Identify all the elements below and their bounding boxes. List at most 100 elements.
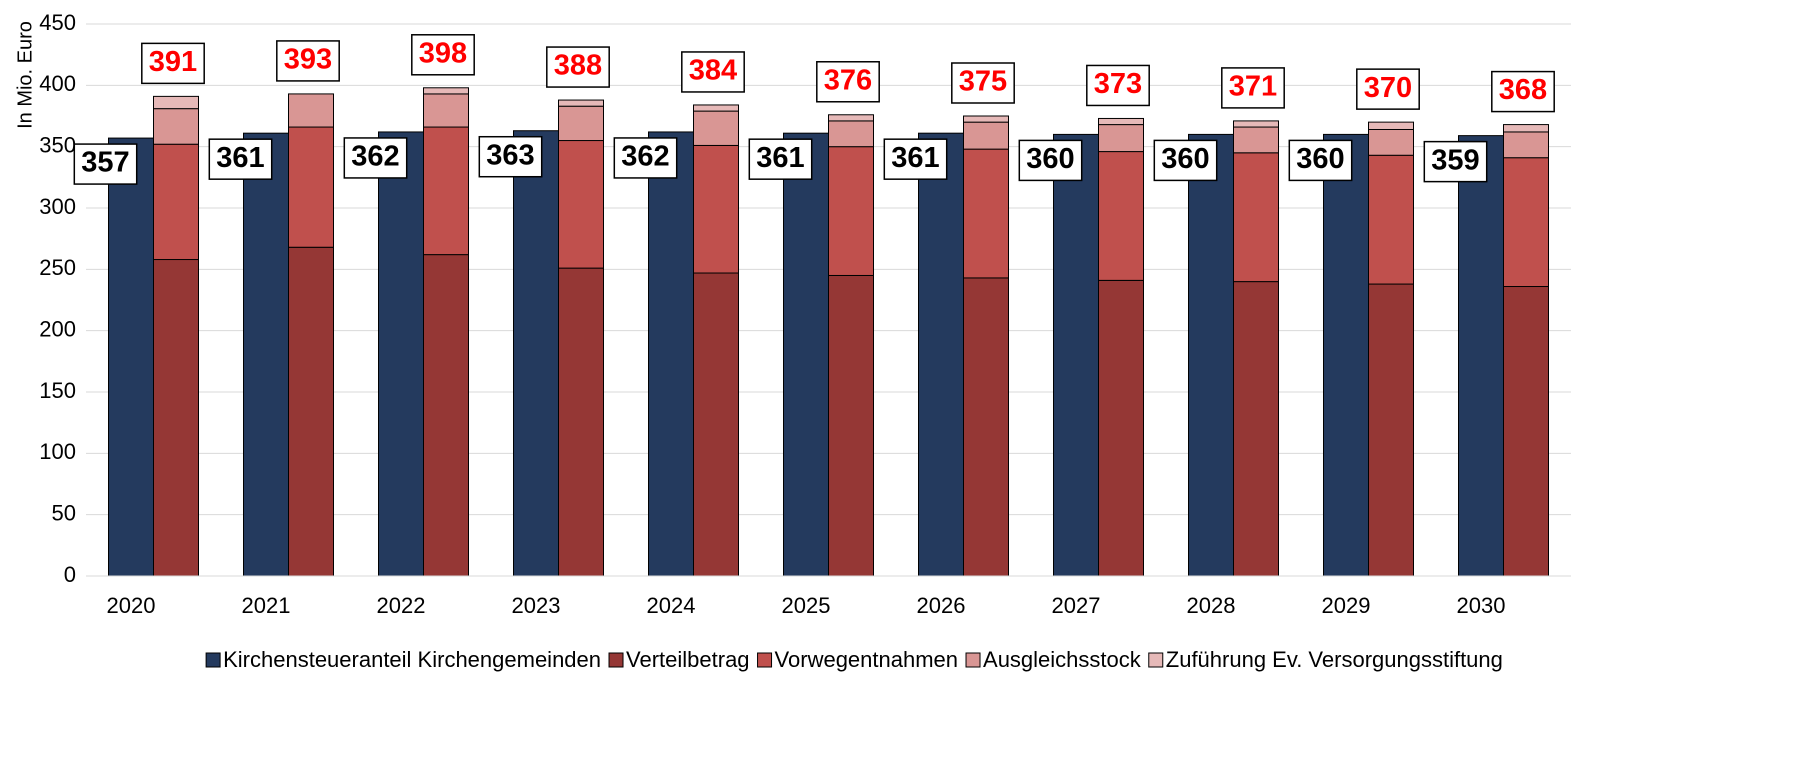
y-tick-label: 200 [39, 316, 76, 341]
bar-segment [1098, 279, 1144, 577]
bar-segment [243, 132, 289, 577]
data-label-box [1153, 139, 1218, 182]
legend-label: Verteilbetrag [626, 647, 750, 672]
bar-segment [783, 132, 829, 577]
bar-segment [1233, 281, 1279, 577]
bar-segment [153, 95, 199, 110]
data-label-box [1221, 67, 1285, 109]
data-label: 393 [284, 44, 332, 76]
y-tick-label: 400 [39, 71, 76, 96]
data-label: 359 [1431, 144, 1479, 176]
bar-segment [1503, 286, 1549, 577]
legend-swatch [608, 652, 624, 668]
bar-segment [828, 120, 874, 148]
bar-segment [828, 114, 874, 122]
y-tick-label: 300 [39, 194, 76, 219]
y-axis-label: In Mio. Euro [14, 21, 36, 129]
bar-segment [963, 148, 1009, 279]
bar-segment [153, 259, 199, 577]
bar-segment [648, 131, 694, 577]
bar-segment [828, 146, 874, 276]
bar-segment [288, 126, 334, 248]
legend-label: Vorwegentnahmen [775, 647, 958, 672]
bar-segment [1188, 133, 1234, 577]
bar-segment [1368, 121, 1414, 130]
x-tick-label: 2021 [242, 593, 291, 618]
bar-segment [963, 277, 1009, 577]
data-label: 362 [351, 141, 399, 173]
data-label: 362 [621, 141, 669, 173]
data-label-box [1018, 139, 1083, 182]
bar-segment [1503, 124, 1549, 133]
data-label-box [208, 138, 273, 180]
bar-segment [828, 274, 874, 577]
bar-segment [963, 121, 1009, 150]
data-label-box [748, 138, 813, 180]
data-label-box [1086, 64, 1150, 107]
bar-segment [513, 130, 559, 577]
bar-segment [1233, 152, 1279, 283]
data-label-box [478, 135, 543, 178]
y-tick-label: 450 [39, 10, 76, 35]
data-label: 360 [1026, 143, 1074, 175]
bar-segment [423, 254, 469, 577]
bar-segment [288, 93, 334, 128]
legend-label: Zuführung Ev. Versorgungsstiftung [1166, 647, 1503, 672]
bar-segment [423, 87, 469, 95]
data-label: 398 [419, 37, 467, 69]
data-label-box [951, 62, 1015, 104]
data-label: 361 [216, 142, 264, 174]
bar-segment [1368, 154, 1414, 285]
legend-swatch [757, 652, 773, 668]
bar-segment [153, 108, 199, 145]
bar-segment [558, 267, 604, 577]
x-tick-label: 2023 [512, 593, 561, 618]
bar-segment [1098, 151, 1144, 281]
bar-segment [963, 115, 1009, 123]
x-tick-label: 2030 [1457, 593, 1506, 618]
bar-segment [1053, 133, 1099, 577]
bar-segment [1233, 126, 1279, 154]
bar-segment [1368, 128, 1414, 156]
data-label-box [276, 40, 340, 82]
x-tick-label: 2020 [107, 593, 156, 618]
bar-segment [153, 143, 199, 261]
data-label: 384 [689, 55, 737, 87]
bar-segment [693, 110, 739, 146]
data-label-box [816, 61, 880, 103]
data-label: 361 [891, 142, 939, 174]
data-label: 373 [1094, 68, 1142, 100]
bar-segment [918, 132, 964, 577]
data-label-box [1288, 139, 1353, 182]
legend-label: Kirchensteueranteil Kirchengemeinden [223, 647, 601, 672]
bar-segment [693, 272, 739, 577]
data-label: 360 [1161, 143, 1209, 175]
bar-segment [423, 93, 469, 128]
data-label-box [546, 46, 610, 88]
bar-segment [108, 137, 154, 577]
bar-segment [378, 131, 424, 577]
y-tick-label: 50 [52, 500, 76, 525]
data-label: 360 [1296, 143, 1344, 175]
bar-segment [558, 99, 604, 107]
bar-segment [558, 140, 604, 269]
bar-segment [1458, 135, 1504, 577]
data-label: 391 [149, 46, 197, 78]
bar-segment [1503, 157, 1549, 288]
bar-segment [1098, 124, 1144, 153]
data-label-box [73, 143, 138, 185]
data-label-box [343, 137, 408, 179]
bar-segment [1368, 283, 1414, 577]
x-tick-label: 2025 [782, 593, 831, 618]
data-label: 371 [1229, 71, 1277, 103]
bar-segment [1233, 120, 1279, 128]
data-label-box [613, 137, 678, 179]
data-label: 361 [756, 142, 804, 174]
bar-segment [1503, 131, 1549, 159]
x-tick-label: 2026 [917, 593, 966, 618]
y-tick-label: 250 [39, 255, 76, 280]
x-tick-label: 2024 [647, 593, 696, 618]
bar-segment [423, 126, 469, 256]
data-label: 357 [81, 147, 129, 179]
